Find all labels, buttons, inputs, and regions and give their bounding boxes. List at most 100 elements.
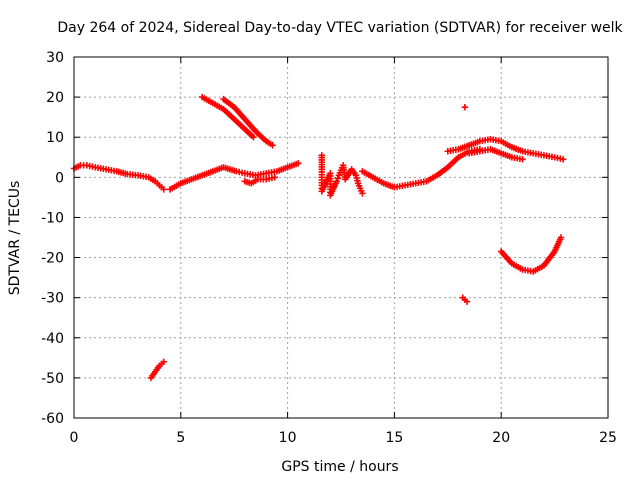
data-point-dense — [89, 163, 96, 170]
data-point-dense — [122, 170, 129, 177]
data-point-dense — [229, 114, 236, 121]
series-arc-8 — [444, 136, 567, 163]
y-axis-label: SDTVAR / TECUs — [7, 181, 23, 296]
data-point-dense — [516, 155, 524, 162]
data-point-dense — [507, 258, 514, 266]
y-tick-label: -40 — [41, 331, 64, 347]
data-point-dense — [474, 138, 481, 146]
data-point-dense — [548, 153, 556, 160]
y-tick-label: -30 — [41, 291, 64, 307]
data-point-dense — [332, 180, 340, 187]
data-point-dense — [420, 178, 427, 186]
data-point-dense — [550, 250, 557, 257]
data-point-dense — [175, 181, 182, 188]
data-point-dense — [473, 148, 481, 155]
data-point-dense — [327, 175, 334, 182]
x-axis-label: GPS time / hours — [281, 459, 398, 475]
data-point-dense — [268, 174, 276, 182]
data-point-dense — [260, 170, 267, 178]
data-point-dense — [318, 171, 325, 178]
series-arc-9 — [465, 146, 526, 163]
data-point-dense — [538, 263, 545, 270]
series-arc-2b — [241, 174, 278, 187]
x-axis-ticks: 0 5 10 15 20 25 — [70, 57, 617, 446]
data-point-dense — [154, 364, 162, 372]
data-point-dense — [506, 142, 513, 150]
data-point-dense — [249, 171, 257, 179]
data-point-dense — [367, 172, 375, 180]
data-point-dense — [399, 182, 406, 190]
series-arc-3 — [198, 93, 257, 141]
data-point-dense — [231, 167, 238, 174]
data-point-dense — [149, 176, 157, 184]
y-tick-label: -10 — [41, 210, 64, 226]
data-marks — [70, 93, 567, 382]
data-point-dense — [463, 142, 471, 150]
grid-lines — [74, 57, 608, 418]
y-tick-label: 0 — [55, 170, 64, 186]
data-point-dense — [431, 173, 439, 180]
data-point-dense — [110, 167, 118, 175]
data-point-dense — [351, 170, 358, 177]
data-point-dense — [506, 153, 513, 160]
series-arc-7 — [359, 146, 484, 191]
series-arc-12 — [461, 103, 469, 111]
y-tick-label: -20 — [41, 251, 64, 267]
y-axis-ticks: -60 -50 -40 -30 -20 -10 0 10 20 30 — [41, 50, 608, 427]
series-arc-2 — [166, 160, 302, 193]
data-point-dense — [453, 155, 460, 163]
data-point-dense — [80, 162, 87, 169]
data-point-dense — [239, 124, 247, 131]
data-point-dense — [158, 184, 165, 191]
data-point-dense — [495, 149, 503, 156]
data-point-dense — [158, 360, 165, 368]
data-point-dense — [240, 114, 247, 121]
data-point-dense — [250, 126, 258, 133]
y-tick-label: -50 — [41, 371, 64, 387]
data-point — [461, 103, 469, 111]
data-point-dense — [218, 104, 225, 112]
data-point-dense — [142, 173, 150, 181]
y-tick-label: 20 — [46, 90, 64, 106]
data-point-dense — [154, 180, 161, 187]
data-point-dense — [378, 178, 385, 186]
data-point-dense — [271, 168, 278, 176]
series-arc-11 — [459, 294, 471, 305]
data-point-dense — [517, 265, 524, 272]
data-point-dense — [100, 165, 107, 173]
data-point-dense — [409, 180, 417, 188]
data-point-dense — [495, 137, 502, 144]
data-point-dense — [538, 151, 545, 158]
data-point-dense — [224, 165, 231, 172]
data-point-dense — [229, 102, 236, 110]
data-point-dense — [252, 177, 259, 184]
x-tick-label: 15 — [385, 430, 403, 446]
data-point-dense — [442, 165, 450, 172]
data-point-dense — [354, 177, 361, 184]
data-point-dense — [261, 136, 268, 143]
series-arc-10 — [498, 234, 565, 275]
data-point-dense — [358, 187, 365, 195]
data-point-dense — [75, 163, 82, 170]
data-point-dense — [334, 175, 341, 182]
data-point-dense — [186, 176, 193, 184]
data-point-dense — [527, 149, 534, 156]
chart-title: Day 264 of 2024, Sidereal Day-to-day VTE… — [57, 20, 623, 36]
x-tick-label: 20 — [492, 430, 510, 446]
data-point-dense — [292, 160, 300, 168]
data-point-dense — [282, 164, 289, 172]
data-point-dense — [132, 171, 139, 179]
data-point-dense — [238, 169, 246, 176]
data-point-dense — [196, 172, 204, 180]
y-tick-label: 10 — [46, 130, 64, 146]
data-point-dense — [452, 146, 460, 153]
data-point-dense — [557, 155, 564, 162]
data-point-dense — [517, 147, 524, 154]
y-tick-label: -60 — [41, 411, 64, 427]
x-tick-label: 0 — [70, 430, 79, 446]
data-point-dense — [150, 370, 157, 378]
x-tick-label: 25 — [599, 430, 617, 446]
series-arc-6 — [318, 152, 366, 199]
data-point-dense — [248, 132, 255, 139]
data-point-dense — [207, 98, 214, 106]
